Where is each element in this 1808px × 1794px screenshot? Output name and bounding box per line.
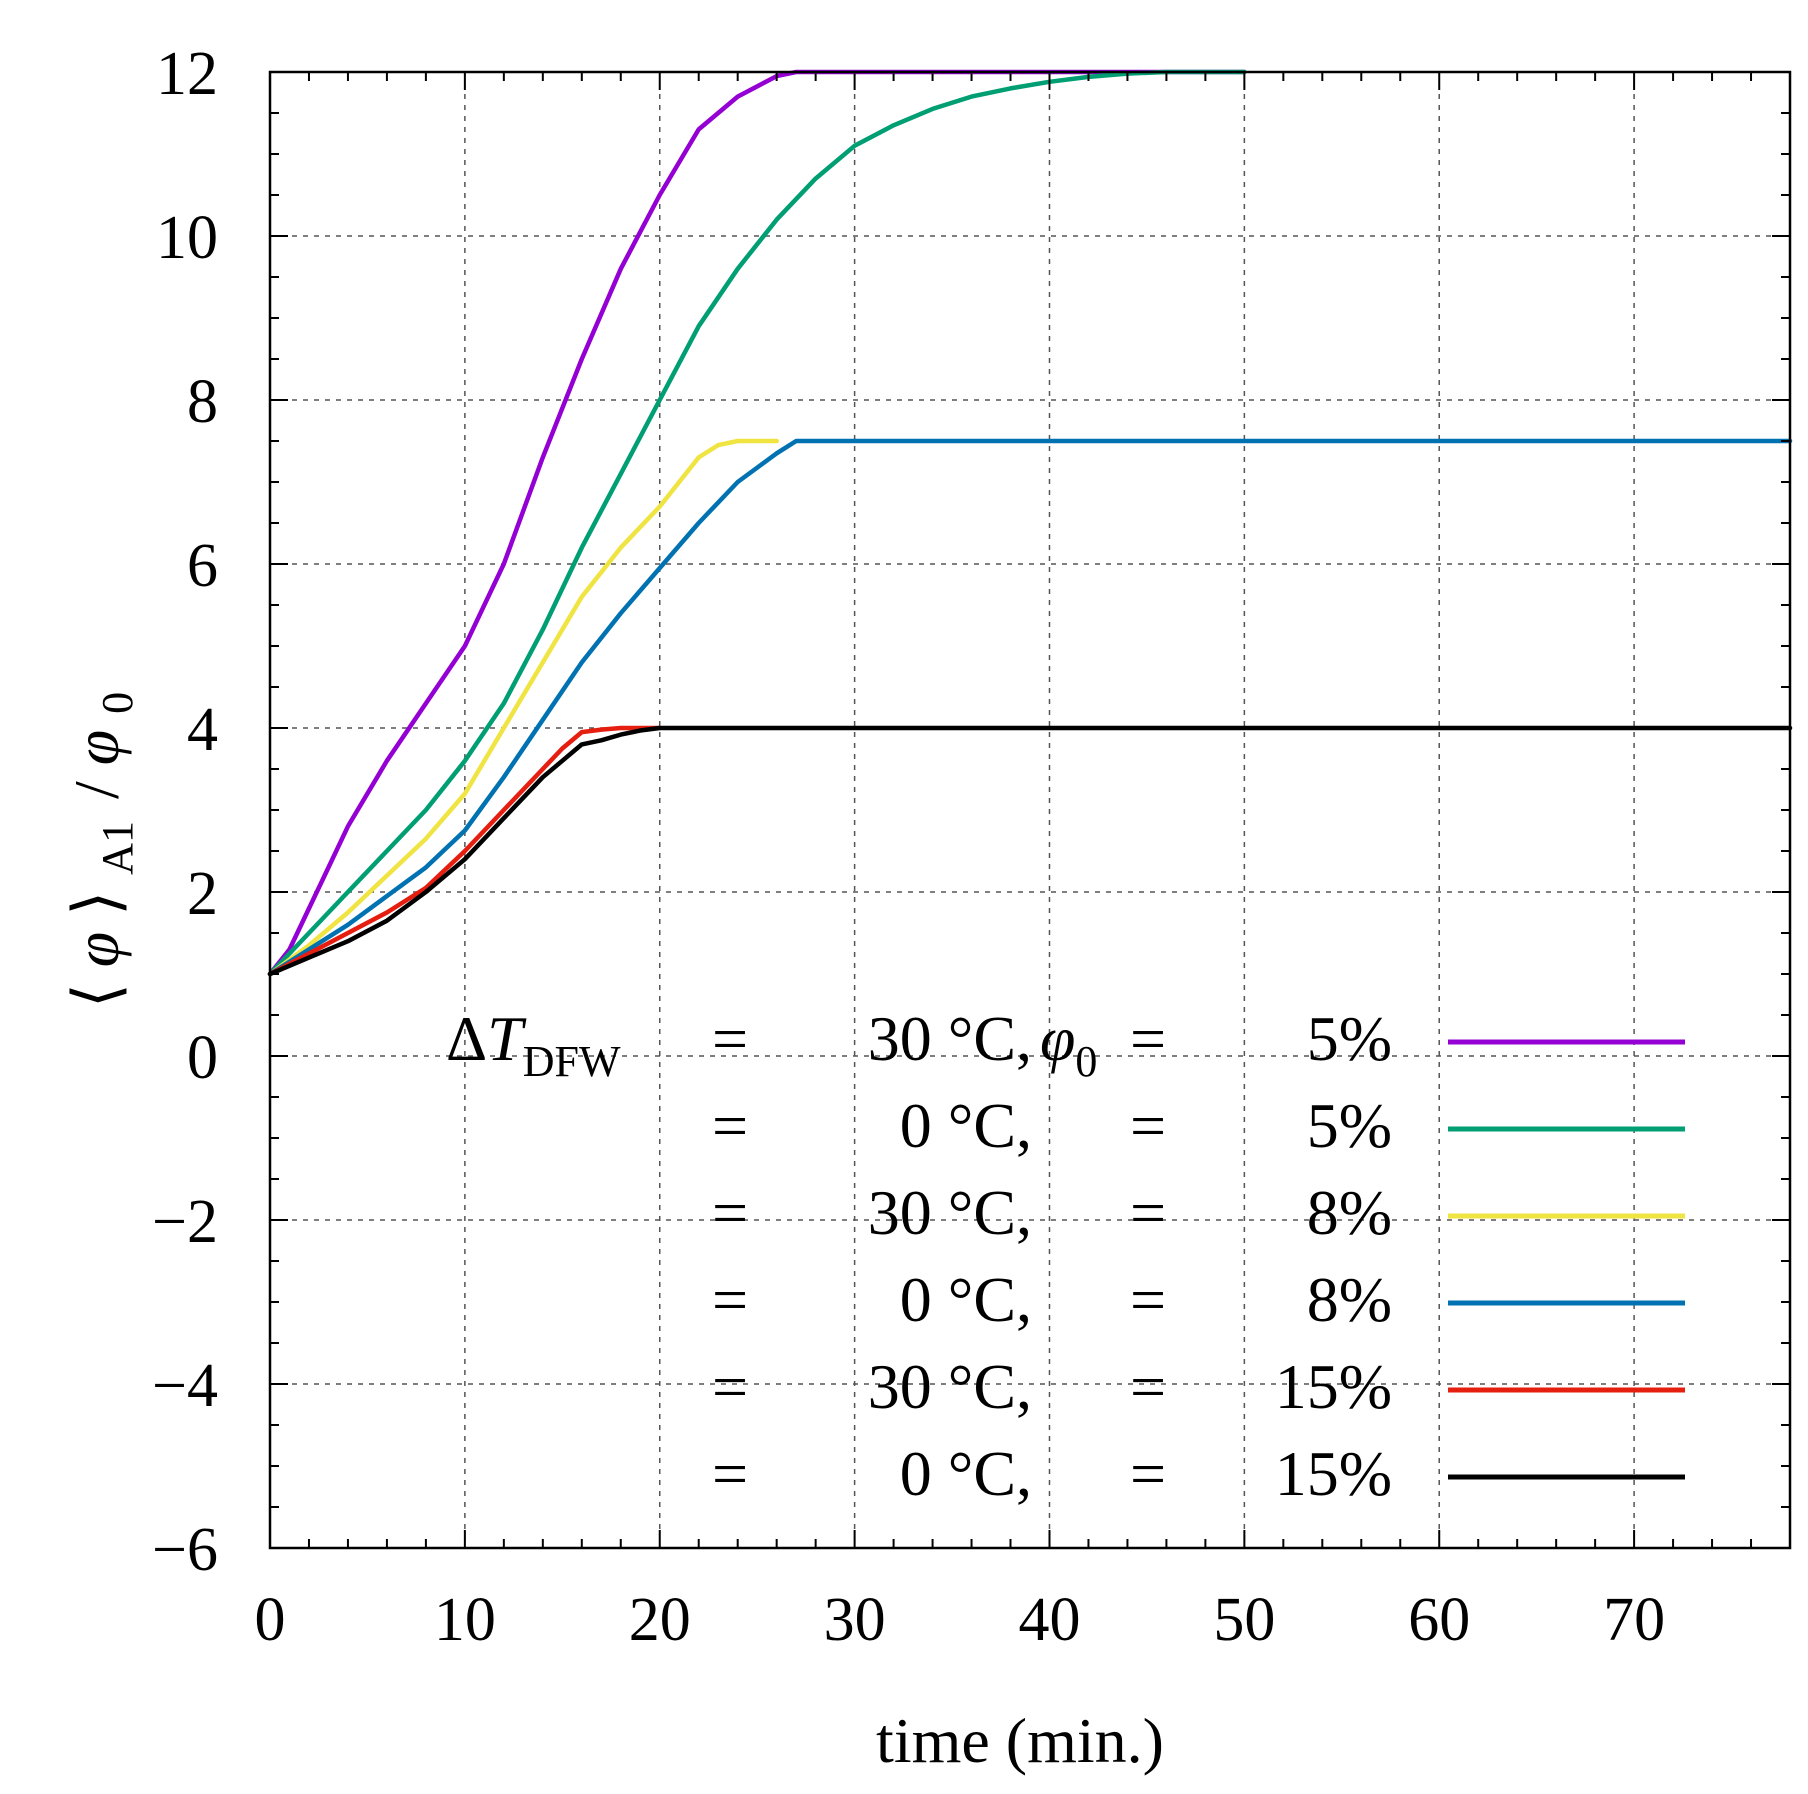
x-tick-label: 60	[1408, 1586, 1470, 1654]
y-axis-title-sub: A1	[93, 821, 142, 875]
legend-temperature: 0 °C,	[900, 1264, 1032, 1335]
legend-temperature: 30 °C,	[868, 1177, 1032, 1248]
legend-temperature: 30 °C,	[868, 1351, 1032, 1422]
x-axis-title: time (min.)	[876, 1705, 1164, 1776]
legend-phi0: φ0	[1040, 1003, 1097, 1086]
y-tick-label: −4	[152, 1352, 218, 1420]
tick-layer	[269, 71, 1791, 1549]
legend-temperature: 0 °C,	[900, 1438, 1032, 1509]
x-tick-label: 50	[1213, 1586, 1275, 1654]
series-line-3	[267, 438, 779, 977]
x-tick-label: 20	[629, 1586, 691, 1654]
y-tick-label: 10	[156, 204, 218, 272]
y-tick-label: 6	[187, 532, 218, 600]
legend-equals: =	[712, 1090, 748, 1161]
x-tick-label: 40	[1018, 1586, 1080, 1654]
legend-lhs: ΔTDFW	[446, 1003, 621, 1086]
legend-temperature: 30 °C,	[868, 1003, 1032, 1074]
x-tick-label: 70	[1603, 1586, 1665, 1654]
legend-equals: =	[1130, 1090, 1166, 1161]
legend-equals: =	[1130, 1003, 1166, 1074]
y-tick-label: 8	[187, 368, 218, 436]
y-axis-title-open: ⟨	[61, 983, 132, 1008]
series-line-5	[267, 725, 662, 977]
y-tick-label: −2	[152, 1188, 218, 1256]
legend-equals: =	[1130, 1177, 1166, 1248]
legend-equals: =	[712, 1177, 748, 1248]
x-tick-label: 0	[255, 1586, 286, 1654]
legend-percentage: 5%	[1307, 1003, 1392, 1074]
legend-percentage: 8%	[1307, 1264, 1392, 1335]
legend-equals: =	[1130, 1264, 1166, 1335]
y-axis-title-sub0: 0	[93, 692, 142, 714]
legend-equals: =	[1130, 1351, 1166, 1422]
x-tick-label: 30	[824, 1586, 886, 1654]
y-axis-title-close: ⟩	[61, 891, 132, 916]
y-tick-label: 4	[187, 696, 218, 764]
y-axis-title-phi: φ	[61, 932, 132, 967]
legend: ΔTDFW = 30 °C, φ0 = 5%= 0 °C, = 5%= 30 °C, = 8%= 0 °…	[446, 1003, 1685, 1509]
series-line-6	[267, 725, 1793, 977]
y-axis-title: ⟨ φ ⟩ A1 / φ 0	[61, 692, 146, 1008]
legend-percentage: 5%	[1307, 1090, 1392, 1161]
tick-label-layer: 0 10 20 30 40 50 60 70 −6 −4 −2 0 2 4 6 8 10 12	[152, 40, 1665, 1654]
y-tick-label: 0	[187, 1024, 218, 1092]
legend-equals: =	[1130, 1438, 1166, 1509]
y-axis-title-slash: /	[61, 781, 132, 799]
legend-equals: =	[712, 1264, 748, 1335]
series-line-4	[267, 438, 1793, 977]
y-tick-label: −6	[152, 1516, 218, 1584]
series-layer	[267, 69, 1793, 977]
legend-percentage: 15%	[1275, 1438, 1392, 1509]
legend-temperature: 0 °C,	[900, 1090, 1032, 1161]
legend-percentage: 8%	[1307, 1177, 1392, 1248]
x-tick-label: 10	[434, 1586, 496, 1654]
series-line-1	[267, 69, 1247, 977]
y-tick-label: 12	[156, 40, 218, 108]
y-axis-title-phi0: φ	[61, 730, 132, 765]
legend-equals: =	[712, 1351, 748, 1422]
legend-equals: =	[712, 1003, 748, 1074]
series-line-2	[267, 69, 1247, 977]
grid-layer	[270, 72, 1790, 1548]
legend-percentage: 15%	[1275, 1351, 1392, 1422]
legend-equals: =	[712, 1438, 748, 1509]
y-tick-label: 2	[187, 860, 218, 928]
